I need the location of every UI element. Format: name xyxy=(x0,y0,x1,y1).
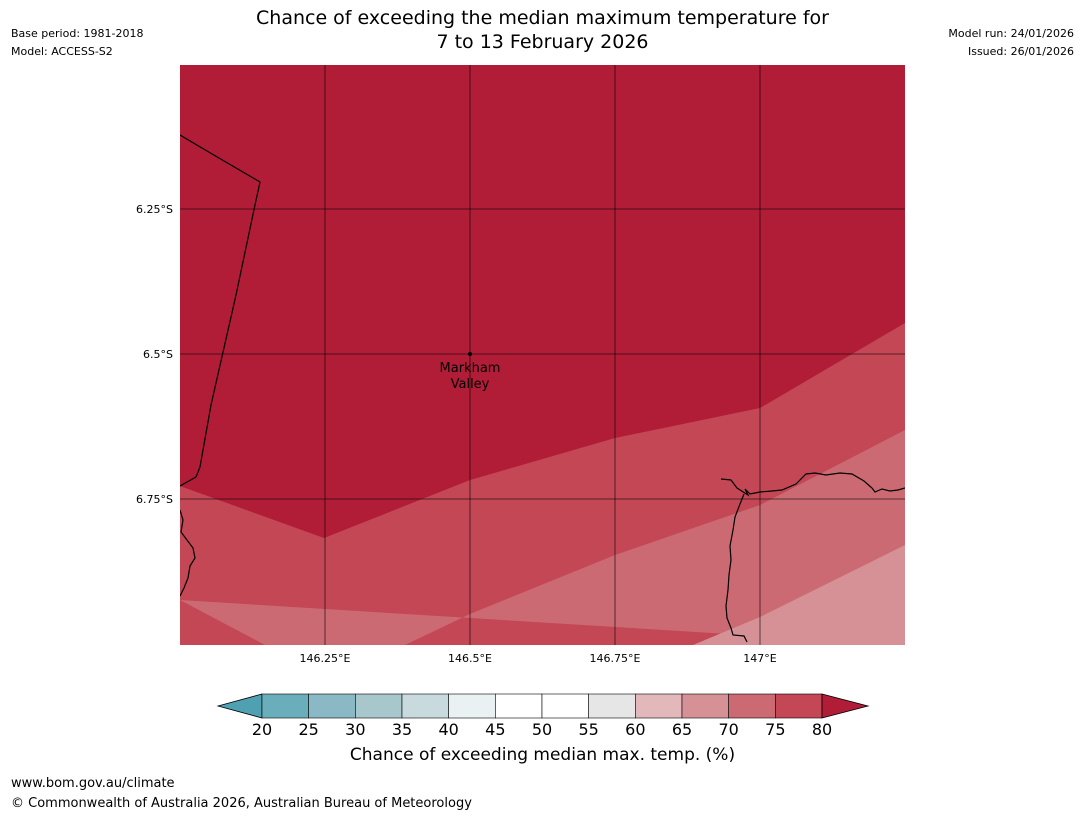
lat-label-6-5: 6.5°S xyxy=(143,348,173,361)
colorbar-tick-labels: 20 25 30 35 40 45 50 55 60 65 70 75 80 xyxy=(252,720,832,739)
colorbar-tick-55: 55 xyxy=(578,720,598,739)
model-text: Model: ACCESS-S2 xyxy=(11,45,113,58)
coastline xyxy=(180,134,905,643)
place-marker xyxy=(468,352,472,356)
colorbar-tick-20: 20 xyxy=(252,720,272,739)
coast-right xyxy=(720,472,905,497)
colorbar-above-arrow xyxy=(821,693,870,719)
footer-copyright: © Commonwealth of Australia 2026, Austra… xyxy=(11,796,472,811)
map-title-line1: Chance of exceeding the median maximum t… xyxy=(256,7,829,29)
map-title-line2: 7 to 13 February 2026 xyxy=(436,31,649,53)
colorbar-segment-20-25 xyxy=(261,693,309,719)
header-meta-left: Base period: 1981-2018 Model: ACCESS-S2 xyxy=(11,25,143,61)
colorbar-tick-25: 25 xyxy=(298,720,318,739)
band-70-75 xyxy=(180,430,905,645)
model-run-text: Model run: 24/01/2026 xyxy=(948,27,1074,40)
lon-label-146-75: 146.75°E xyxy=(590,652,641,665)
place-label-line2: Valley xyxy=(451,377,490,392)
lon-label-147: 147°E xyxy=(743,652,776,665)
header-meta-right: Model run: 24/01/2026 Issued: 26/01/2026 xyxy=(948,25,1074,61)
coast-left xyxy=(180,509,196,597)
probability-field xyxy=(180,65,905,645)
colorbar-segments xyxy=(261,693,823,719)
colorbar: 20 25 30 35 40 45 50 55 60 65 70 75 80 xyxy=(216,693,870,739)
colorbar-tick-80: 80 xyxy=(812,720,832,739)
colorbar-segment-45-50 xyxy=(495,693,543,719)
border-line xyxy=(180,134,261,487)
lat-label-6-75: 6.75°S xyxy=(136,493,173,506)
colorbar-segment-25-30 xyxy=(308,693,356,719)
base-period-text: Base period: 1981-2018 xyxy=(11,27,144,40)
colorbar-segment-65-70 xyxy=(681,693,729,719)
colorbar-tick-30: 30 xyxy=(345,720,365,739)
footer: www.bom.gov.au/climate © Commonwealth of… xyxy=(11,774,472,814)
colorbar-tick-75: 75 xyxy=(765,720,785,739)
colorbar-segment-70-75 xyxy=(728,693,776,719)
colorbar-segment-50-55 xyxy=(541,693,589,719)
footer-url[interactable]: www.bom.gov.au/climate xyxy=(11,776,175,791)
colorbar-tick-65: 65 xyxy=(672,720,692,739)
colorbar-tick-50: 50 xyxy=(532,720,552,739)
colorbar-segment-40-45 xyxy=(448,693,496,719)
colorbar-tick-70: 70 xyxy=(718,720,738,739)
colorbar-tick-35: 35 xyxy=(392,720,412,739)
colorbar-tick-40: 40 xyxy=(438,720,458,739)
lon-label-146-5: 146.5°E xyxy=(448,652,492,665)
colorbar-segment-60-65 xyxy=(635,693,683,719)
colorbar-segment-30-35 xyxy=(355,693,403,719)
colorbar-tick-60: 60 xyxy=(625,720,645,739)
band-65-70 xyxy=(693,545,905,645)
lat-label-6-25: 6.25°S xyxy=(136,203,173,216)
colorbar-segment-55-60 xyxy=(588,693,636,719)
issued-text: Issued: 26/01/2026 xyxy=(967,45,1074,58)
colorbar-segment-75-80 xyxy=(775,693,823,719)
forecast-map[interactable]: Markham Valley 6.25°S 6.5°S 6.75°S 146.2… xyxy=(0,0,1085,745)
map-title: Chance of exceeding the median maximum t… xyxy=(0,6,1085,54)
colorbar-title: Chance of exceeding median max. temp. (%… xyxy=(349,745,736,765)
coast-right-south xyxy=(725,493,748,643)
colorbar-tick-45: 45 xyxy=(485,720,505,739)
colorbar-below-arrow xyxy=(216,693,263,719)
place-label-line1: Markham xyxy=(440,361,501,376)
colorbar-segment-35-40 xyxy=(401,693,449,719)
lon-label-146-25: 146.25°E xyxy=(300,652,351,665)
